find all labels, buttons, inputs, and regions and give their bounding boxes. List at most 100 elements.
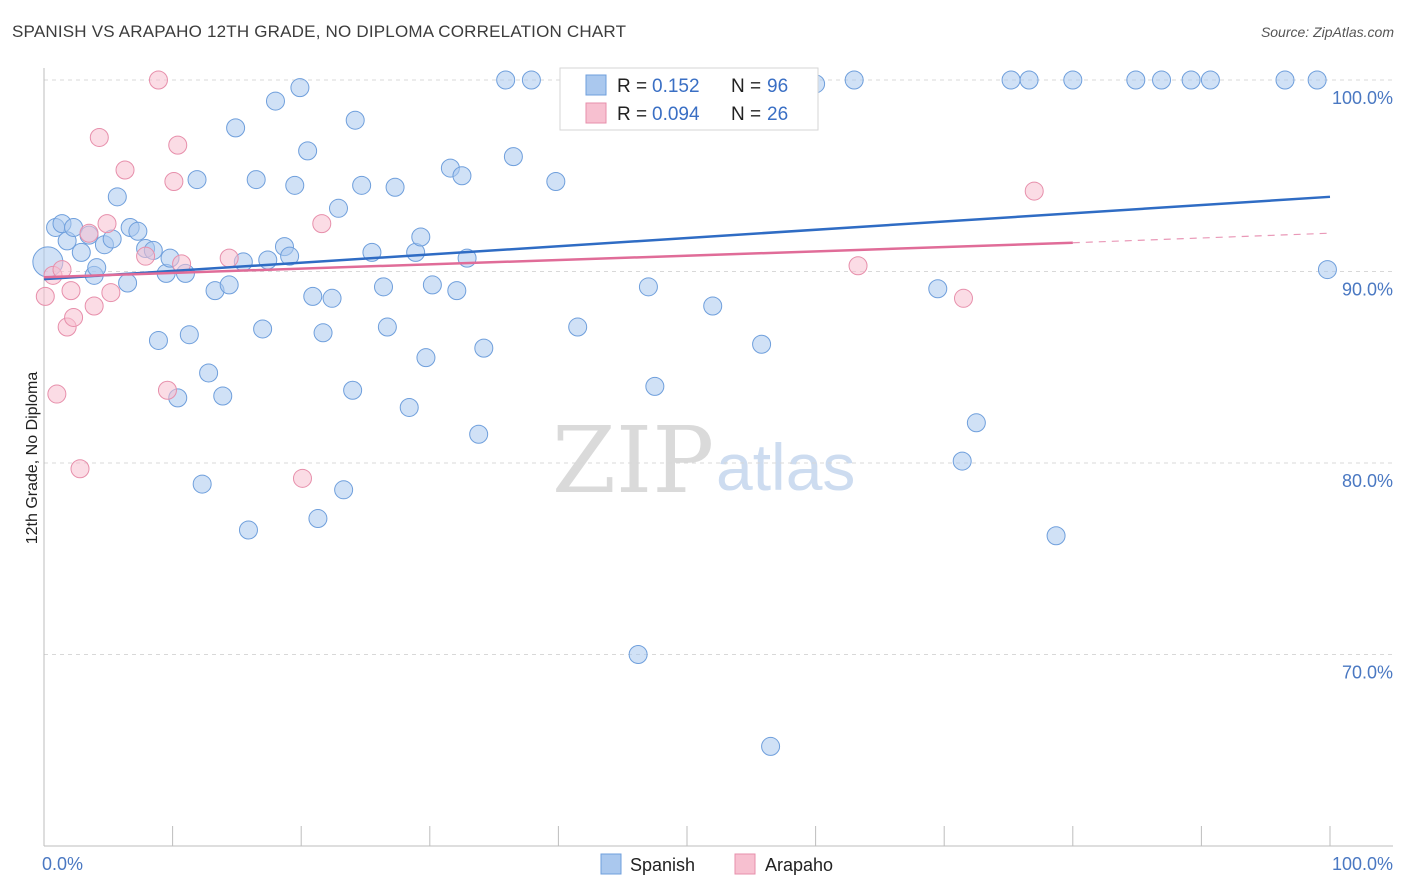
arapaho-point <box>97 214 117 234</box>
spanish-point <box>1019 70 1039 90</box>
spanish-point <box>521 70 541 90</box>
arapaho-point <box>953 288 973 308</box>
spanish-point <box>179 325 199 345</box>
spanish-point <box>503 147 523 167</box>
spanish-point <box>385 177 405 197</box>
arapaho-point <box>157 380 177 400</box>
spanish-point <box>1152 70 1172 90</box>
legend-r-value-arapaho: 0.094 <box>652 104 700 125</box>
spanish-point <box>374 277 394 297</box>
arapaho-point <box>292 468 312 488</box>
legend-n-value-spanish: 96 <box>767 76 788 97</box>
y-tick-label: 100.0% <box>1332 88 1393 108</box>
y-tick-label: 70.0% <box>1342 663 1393 683</box>
spanish-point <box>844 70 864 90</box>
arapaho-point <box>164 171 184 191</box>
source-credit: Source: ZipAtlas.com <box>1260 24 1394 40</box>
spanish-point <box>1181 70 1201 90</box>
arapaho-point <box>148 70 168 90</box>
watermark-zip: ZIP <box>552 407 714 514</box>
spanish-point <box>422 275 442 295</box>
spanish-point <box>377 317 397 337</box>
arapaho-point <box>219 248 239 268</box>
series-legend: Spanish Arapaho <box>600 853 833 875</box>
spanish-point <box>322 288 342 308</box>
spanish-point <box>416 348 436 368</box>
spanish-point <box>213 386 233 406</box>
y-tick-labels: 70.0% 80.0% 90.0% 100.0% <box>1332 88 1393 683</box>
arapaho-point <box>168 135 188 155</box>
spanish-point <box>628 645 648 664</box>
spanish-point <box>148 330 168 350</box>
grid <box>44 79 1393 655</box>
spanish-point <box>87 258 107 278</box>
spanish-point <box>290 78 310 98</box>
arapaho-point <box>35 286 55 306</box>
spanish-point <box>352 175 372 195</box>
spanish-point <box>966 413 986 433</box>
spanish-point <box>345 110 365 130</box>
spanish-point <box>107 187 127 207</box>
spanish-point <box>308 509 328 529</box>
spanish-point <box>452 166 472 186</box>
spanish-point <box>752 334 772 354</box>
legend-r-label-spanish: R = <box>617 76 647 97</box>
series-legend-label-spanish: Spanish <box>630 855 695 875</box>
trend-lines <box>43 195 1331 281</box>
spanish-point <box>411 227 431 247</box>
legend-r-label-arapaho: R = <box>617 104 647 125</box>
spanish-point <box>343 380 363 400</box>
arapaho-point <box>115 160 135 180</box>
spanish-point <box>253 319 273 339</box>
arapaho-point <box>79 223 99 243</box>
arapaho-trend-line <box>43 241 1073 279</box>
spanish-point <box>568 317 588 337</box>
series-legend-swatch-arapaho <box>734 853 756 875</box>
spanish-point <box>1275 70 1295 90</box>
spanish-point <box>226 118 246 138</box>
spanish-point <box>952 451 972 471</box>
spanish-point <box>474 338 494 358</box>
x-tick-label-min: 0.0% <box>42 854 83 874</box>
spanish-point <box>928 279 948 299</box>
axes <box>43 68 1393 847</box>
spanish-point <box>761 736 781 756</box>
spanish-point <box>187 170 207 190</box>
arapaho-point <box>1024 181 1044 201</box>
spanish-point <box>128 221 148 241</box>
watermark-atlas: atlas <box>716 430 855 504</box>
chart-title: SPANISH VS ARAPAHO 12TH GRADE, NO DIPLOM… <box>12 22 627 41</box>
spanish-point <box>219 275 239 295</box>
series-legend-label-arapaho: Arapaho <box>765 855 833 875</box>
arapaho-point <box>136 246 156 266</box>
spanish-point <box>265 91 285 111</box>
spanish-point <box>638 277 658 297</box>
stats-legend: R = 0.152 N = 96 R = 0.094 N = 26 <box>559 67 819 131</box>
spanish-point <box>1001 70 1021 90</box>
arapaho-point <box>84 296 104 316</box>
arapaho-point <box>101 283 121 303</box>
spanish-point <box>192 474 212 494</box>
series-legend-swatch-spanish <box>600 853 622 875</box>
watermark: ZIP atlas <box>552 407 855 514</box>
spanish-point <box>1317 260 1337 280</box>
legend-n-label-spanish: N = <box>731 76 761 97</box>
spanish-point <box>280 246 300 266</box>
arapaho-trend-extension <box>1072 232 1331 244</box>
spanish-point <box>285 175 305 195</box>
spanish-point <box>303 286 323 306</box>
spanish-point <box>246 170 266 190</box>
spanish-point <box>71 242 91 262</box>
spanish-point <box>1200 70 1220 90</box>
spanish-point <box>118 273 138 293</box>
legend-swatch-arapaho <box>585 102 607 124</box>
spanish-point <box>328 198 348 218</box>
spanish-point <box>703 296 723 316</box>
spanish-point <box>334 480 354 500</box>
spanish-point <box>496 70 516 90</box>
arapaho-point <box>64 307 84 327</box>
legend-n-value-arapaho: 26 <box>767 104 788 125</box>
y-axis-label: 12th Grade, No Diploma <box>24 372 41 545</box>
spanish-point <box>298 141 318 161</box>
